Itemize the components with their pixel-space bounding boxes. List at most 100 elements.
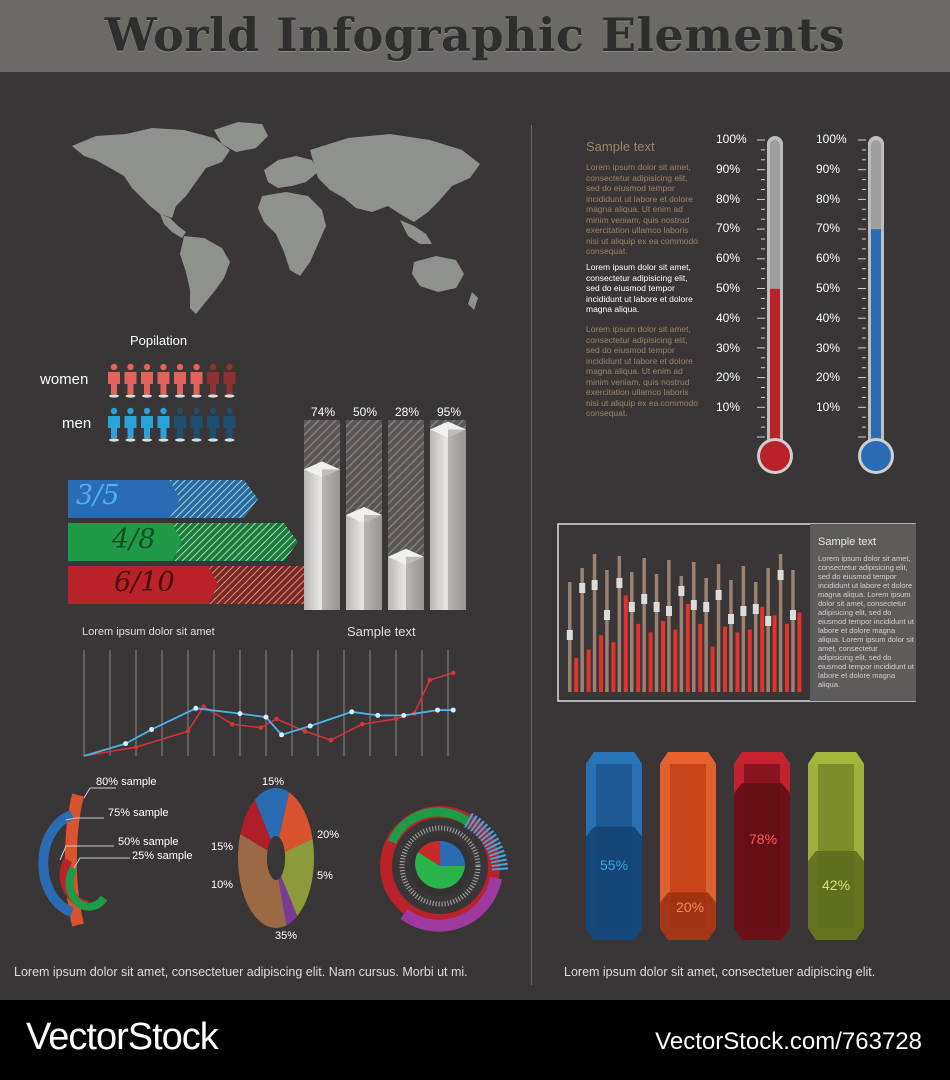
equalizer-bar bbox=[723, 626, 727, 692]
equalizer-knob bbox=[728, 614, 734, 624]
line-point-blue bbox=[123, 741, 129, 747]
thermo-scale-label: 80% bbox=[716, 191, 741, 206]
map-south-america bbox=[180, 236, 230, 314]
equalizer-knob bbox=[653, 602, 660, 612]
thermo-scale-label: 90% bbox=[716, 161, 741, 176]
equalizer-bar bbox=[760, 606, 765, 692]
arrow-label-3: 6/10 bbox=[114, 567, 175, 598]
thermo-scale-label: 60% bbox=[716, 251, 741, 266]
percent-bar-chart bbox=[304, 420, 466, 610]
brand-url: VectorStock.com/763728 bbox=[655, 1028, 922, 1055]
equalizer-bar bbox=[735, 632, 740, 692]
map-new-zealand bbox=[468, 292, 478, 310]
column-divider bbox=[531, 125, 532, 985]
person-icon bbox=[141, 407, 153, 442]
thermo-scale-label: 30% bbox=[716, 340, 741, 355]
line-point-red bbox=[427, 677, 433, 683]
line-point-red bbox=[450, 670, 456, 676]
percent-bar bbox=[346, 420, 382, 610]
cylinder-label-red: 78% bbox=[749, 831, 778, 847]
equalizer-bar bbox=[772, 615, 777, 692]
equalizer-track bbox=[679, 576, 684, 692]
equalizer-panel-title: Sample text bbox=[818, 536, 877, 548]
donut-label-10: 10% bbox=[211, 879, 234, 891]
line-point-red bbox=[302, 728, 308, 734]
person-icon bbox=[207, 407, 219, 442]
radial-purple-arc bbox=[400, 876, 502, 932]
radial-chart bbox=[380, 806, 508, 932]
equalizer-knob bbox=[628, 602, 635, 612]
world-map bbox=[72, 122, 480, 314]
equalizer-bar bbox=[599, 635, 603, 692]
thermo-scale-label: 60% bbox=[816, 251, 841, 266]
equalizer-track bbox=[592, 554, 597, 692]
person-icon bbox=[157, 363, 170, 398]
equalizer-bar bbox=[611, 642, 616, 692]
equalizer-knob bbox=[678, 586, 685, 596]
thermo-scale-label: 100% bbox=[816, 132, 847, 146]
arrows-caption: Lorem ipsum dolor sit amet bbox=[82, 626, 215, 638]
thermo-scale-label: 40% bbox=[716, 310, 741, 325]
thermo-text-2: Lorem ipsum dolor sit amet, consectetur … bbox=[586, 262, 693, 314]
radial-pie-red bbox=[418, 840, 440, 866]
person-icon bbox=[157, 407, 170, 442]
equalizer-bar bbox=[685, 603, 690, 692]
equalizer-bar bbox=[636, 623, 641, 692]
equalizer-knob bbox=[566, 630, 573, 640]
thermo-scale-label: 70% bbox=[816, 221, 841, 236]
person-icon bbox=[124, 407, 137, 442]
line-point-blue bbox=[375, 712, 381, 718]
thermometer-chart bbox=[757, 136, 894, 474]
footer-left-text: Lorem ipsum dolor sit amet, consectetuer… bbox=[14, 965, 468, 979]
semi-ring-chart bbox=[38, 787, 130, 927]
line-point-blue bbox=[193, 705, 199, 711]
fraction-arrow bbox=[68, 566, 322, 604]
equalizer-bar bbox=[797, 612, 802, 692]
percent-bar bbox=[388, 420, 424, 610]
cylinder-bar bbox=[586, 752, 642, 940]
equalizer-track bbox=[754, 582, 758, 692]
semi-label-50: 50% sample bbox=[118, 836, 179, 848]
line-point-blue bbox=[435, 707, 441, 713]
donut-slice bbox=[279, 792, 313, 852]
equalizer-bar bbox=[648, 632, 653, 692]
thermometer bbox=[757, 136, 793, 474]
equalizer-track bbox=[630, 572, 634, 692]
equalizer-knob bbox=[740, 606, 747, 616]
infographic-canvas bbox=[38, 122, 916, 940]
brand-footer bbox=[0, 1000, 950, 1080]
line-point-red bbox=[328, 737, 334, 743]
equalizer-panel-text: Lorem ipsum dolor sit amet, consectetur … bbox=[818, 554, 914, 689]
line-point-blue bbox=[450, 707, 456, 713]
equalizer-track bbox=[704, 578, 708, 692]
donut-slice bbox=[281, 838, 314, 917]
semi-ring-orange bbox=[64, 793, 84, 927]
thermo-scale-label: 10% bbox=[816, 400, 841, 415]
equalizer-knob bbox=[690, 600, 697, 610]
map-southeast-asia bbox=[400, 220, 432, 244]
map-australia bbox=[412, 256, 464, 292]
line-point-blue bbox=[263, 714, 269, 720]
thermo-scale-label: 30% bbox=[816, 340, 841, 355]
equalizer-knob bbox=[765, 616, 772, 626]
equalizer-knob bbox=[666, 606, 672, 616]
person-icon bbox=[141, 363, 153, 398]
donut-slice bbox=[254, 788, 290, 840]
equalizer-side-panel: Sample text Lorem ipsum dolor sit amet, … bbox=[810, 524, 916, 701]
cylinder-label-blue: 55% bbox=[600, 857, 629, 873]
equalizer-track bbox=[654, 574, 659, 692]
line-point-blue bbox=[279, 732, 285, 738]
radial-pie-green bbox=[415, 852, 465, 889]
brand-logo-left: VectorStock bbox=[26, 1016, 219, 1058]
equalizer-track bbox=[741, 566, 746, 692]
equalizer-bar bbox=[586, 649, 591, 692]
equalizer-track bbox=[729, 580, 733, 692]
thermo-scale-label: 90% bbox=[816, 161, 841, 176]
person-icon bbox=[207, 363, 219, 398]
population-title: Popilation bbox=[130, 333, 188, 348]
map-europe bbox=[264, 156, 318, 188]
population-chart bbox=[108, 363, 236, 442]
equalizer-knob bbox=[579, 583, 586, 593]
line-point-blue bbox=[237, 711, 243, 717]
radial-green-arc bbox=[387, 807, 471, 844]
